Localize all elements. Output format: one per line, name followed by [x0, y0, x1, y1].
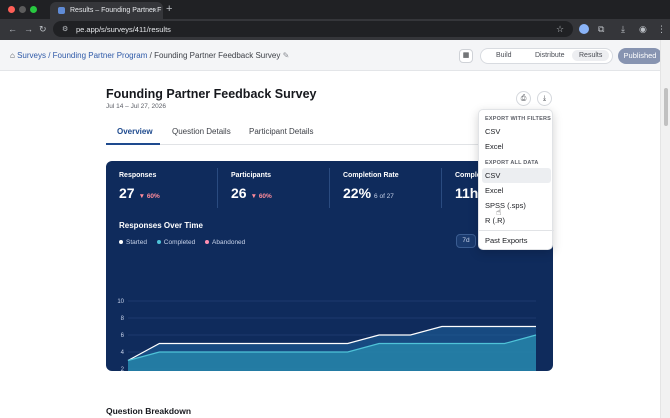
nav-results[interactable]: Results [572, 50, 610, 61]
page: ⌂ Surveys / Founding Partner Program / F… [0, 40, 670, 418]
kpi-participants: Participants 26 ▼ 60% [218, 168, 330, 208]
survey-dates: Jul 14 – Jul 27, 2026 [106, 103, 166, 110]
menu-item-all-r[interactable]: R (.R) [485, 216, 505, 225]
y-tick-label: 6 [121, 333, 125, 339]
results-tabs: Overview Question Details Participant De… [106, 125, 536, 145]
legend-abandoned: Abandoned [212, 239, 246, 246]
range-selector[interactable]: 7d [456, 234, 476, 248]
breadcrumb-program[interactable]: / Founding Partner Program [48, 51, 148, 60]
url-text: pe.app/s/surveys/411/results [76, 25, 171, 34]
page-title: Founding Partner Feedback Survey [106, 87, 317, 101]
new-tab-button[interactable]: + [166, 3, 173, 15]
menu-heading-filters: EXPORT WITH FILTERS [485, 116, 552, 122]
responses-chart: 0246810Jul 14Jul 16Jul 18Jul 20Jul 22Jul… [117, 299, 537, 371]
scrollbar-thumb[interactable] [664, 88, 668, 126]
kpi-responses: Responses 27 ▼ 60% [106, 168, 218, 208]
tab-strip: Results – Founding Partner F × + [0, 0, 670, 19]
breadcrumb-current: / Founding Partner Feedback Survey [149, 51, 281, 60]
series-line-completed [127, 334, 537, 362]
extension-icon[interactable] [579, 24, 589, 34]
kpi-label: Comple [455, 172, 481, 179]
tab-question-details[interactable]: Question Details [172, 127, 231, 136]
menu-item-filtered-csv[interactable]: CSV [485, 127, 501, 136]
status-badge[interactable]: Published [618, 48, 662, 64]
kpi-delta: ▼ 60% [138, 193, 160, 200]
profile-icon[interactable]: ◉ [639, 24, 647, 34]
tab-overview[interactable]: Overview [117, 127, 153, 136]
download-icon: ⤓ [542, 95, 547, 102]
menu-item-all-spss[interactable]: SPSS (.sps) [485, 201, 526, 210]
survey-nav: Build Distribute Results [480, 48, 613, 64]
export-menu: EXPORT WITH FILTERS CSV Excel EXPORT ALL… [478, 109, 554, 250]
y-tick-label: 4 [121, 350, 125, 356]
kpi-label: Completion Rate [343, 172, 399, 179]
download-icon[interactable]: ⤓ [621, 24, 625, 34]
menu-item-past-exports[interactable]: Past Exports [485, 236, 528, 245]
kpi-value: 11h [455, 185, 479, 201]
reload-icon[interactable]: ↻ [39, 24, 47, 34]
calendar-icon: ▦ [462, 52, 470, 59]
kpi-value: 27 [119, 185, 135, 201]
minimize-window-icon[interactable] [19, 6, 26, 13]
maximize-window-icon[interactable] [30, 6, 37, 13]
kpi-value: 22% [343, 185, 372, 201]
bookmark-star-icon[interactable]: ☆ [556, 24, 565, 34]
y-tick-label: 8 [121, 316, 125, 322]
calendar-button[interactable]: ▦ [459, 49, 473, 63]
browser-chrome: Results – Founding Partner F × + ← → ↻ ⚙… [0, 0, 670, 40]
close-tab-icon[interactable]: × [152, 6, 157, 15]
chart-title: Responses Over Time [119, 221, 203, 230]
menu-item-all-excel[interactable]: Excel [485, 186, 504, 195]
export-button[interactable]: ⤓ [537, 91, 552, 106]
series-line-started [127, 325, 536, 362]
kpi-label: Participants [231, 172, 272, 179]
breadcrumb: ⌂ Surveys / Founding Partner Program / F… [10, 51, 289, 60]
y-tick-label: 2 [121, 367, 125, 371]
favicon-icon [58, 7, 65, 14]
home-icon: ⌂ [10, 51, 15, 60]
kpi-completion-time: Comple 11h [442, 168, 553, 208]
back-icon[interactable]: ← [8, 24, 17, 34]
kpi-sub: 6 of 27 [374, 193, 394, 200]
tab-participant-details[interactable]: Participant Details [249, 127, 314, 136]
browser-menu-icon[interactable]: ⋮ [657, 24, 666, 34]
menu-item-all-csv[interactable]: CSV [482, 168, 551, 183]
active-tab-underline [106, 143, 160, 145]
close-window-icon[interactable] [8, 6, 15, 13]
site-info-icon[interactable]: ⚙ [62, 26, 69, 33]
breadcrumb-surveys[interactable]: Surveys [17, 51, 46, 60]
nav-distribute[interactable]: Distribute [535, 52, 565, 59]
forward-icon[interactable]: → [24, 24, 33, 34]
legend-abandoned-swatch [205, 240, 210, 245]
extensions-puzzle-icon[interactable]: ⧉ [598, 24, 605, 34]
legend-started: Started [126, 239, 147, 246]
kpi-value: 26 [231, 185, 247, 201]
chart-legend: Started Completed Abandoned [119, 239, 253, 246]
hand-cursor-icon: ☝ [496, 207, 502, 217]
nav-build[interactable]: Build [496, 52, 512, 59]
section-title: Question Breakdown [106, 406, 192, 416]
browser-tab[interactable]: Results – Founding Partner F × [50, 2, 163, 19]
kpi-delta: ▼ 60% [250, 193, 272, 200]
kpi-label: Responses [119, 172, 157, 179]
page-scrollbar[interactable] [660, 40, 670, 418]
menu-divider [479, 230, 554, 231]
browser-toolbar: ← → ↻ ⚙ pe.app/s/surveys/411/results ☆ ⧉… [0, 19, 670, 40]
legend-started-swatch [119, 240, 123, 245]
legend-completed-swatch [156, 240, 161, 245]
survey-header-bar: ⌂ Surveys / Founding Partner Program / F… [0, 40, 662, 71]
kpi-completion-rate: Completion Rate 22% 6 of 27 [330, 168, 442, 208]
tab-title: Results – Founding Partner F [70, 7, 162, 14]
legend-completed: Completed [163, 239, 196, 246]
address-bar[interactable]: ⚙ pe.app/s/surveys/411/results [53, 21, 573, 37]
print-button[interactable]: ⎙ [516, 91, 531, 106]
edit-pencil-icon[interactable]: ✎ [282, 51, 290, 60]
y-tick-label: 10 [117, 299, 124, 305]
print-icon: ⎙ [520, 95, 527, 102]
menu-heading-all: EXPORT ALL DATA [485, 160, 539, 166]
menu-item-filtered-excel[interactable]: Excel [485, 142, 504, 151]
